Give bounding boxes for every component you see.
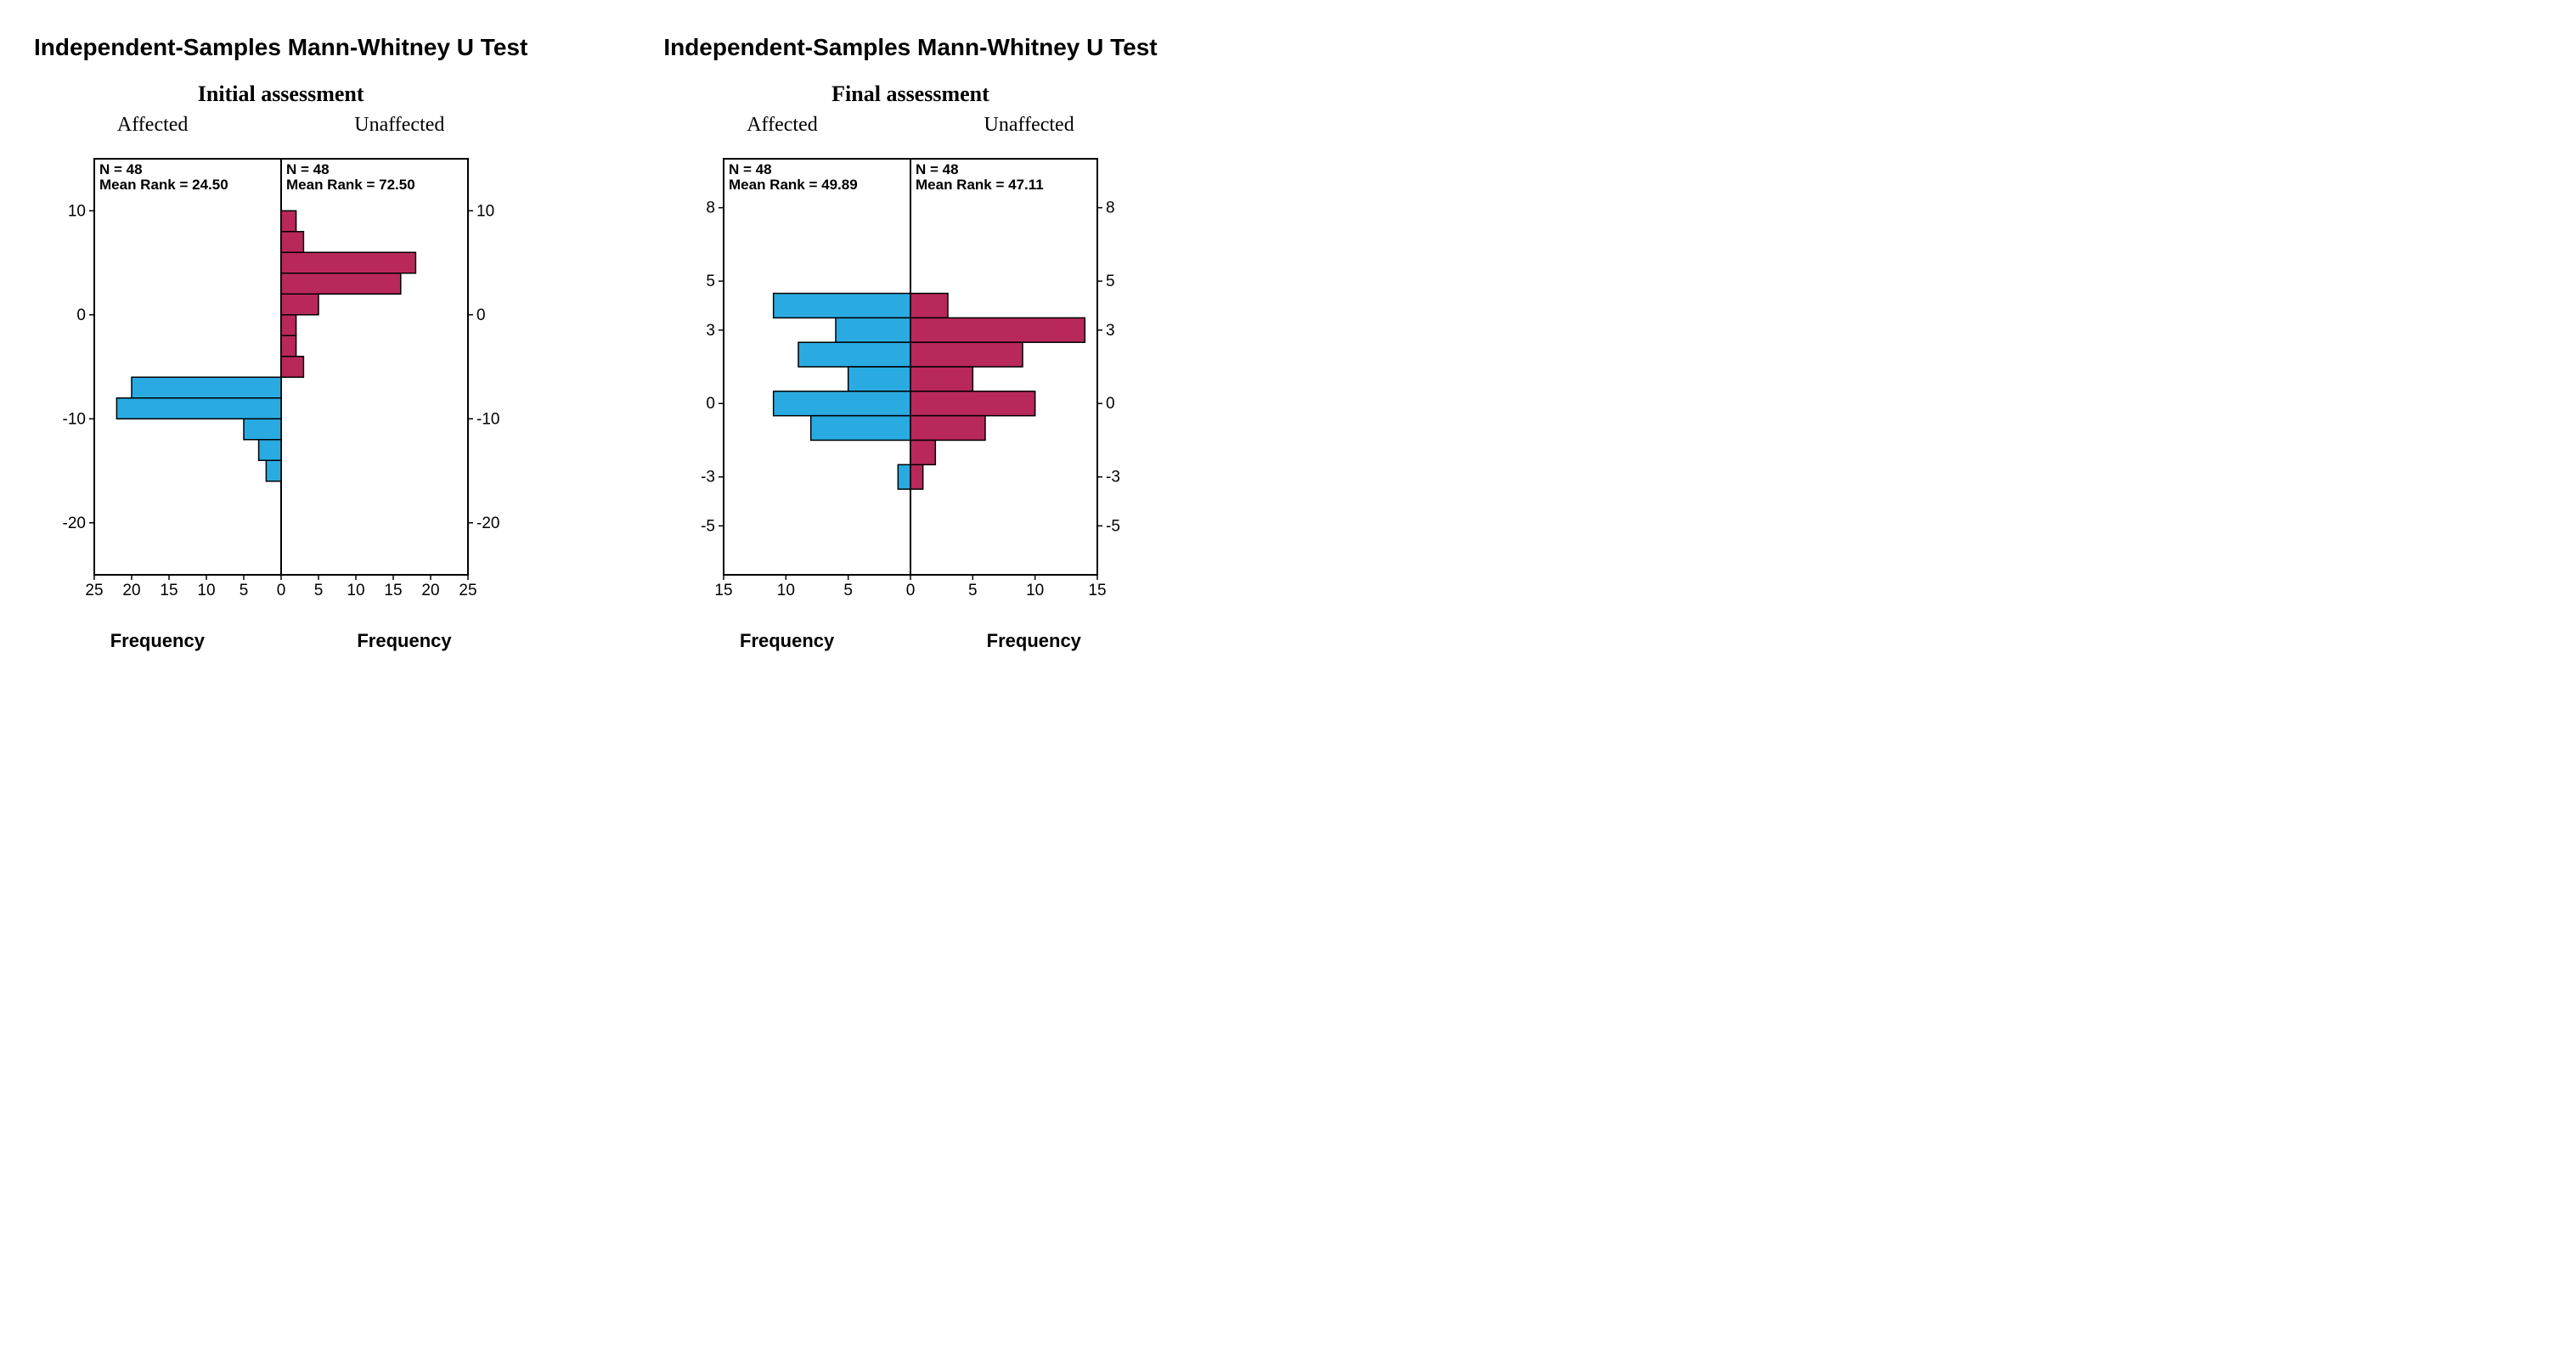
- xlabel-right-left: Frequency: [740, 630, 834, 652]
- svg-text:0: 0: [1106, 395, 1115, 413]
- svg-text:25: 25: [85, 582, 103, 599]
- svg-text:8: 8: [706, 200, 715, 217]
- svg-text:-3: -3: [701, 469, 715, 487]
- svg-text:3: 3: [706, 322, 715, 340]
- chart-initial: 10 10 0 0 -10 -10 -20 -20 25 20 15 10 5 0 5 10 15 20 25 N =…: [43, 142, 519, 622]
- svg-text:10: 10: [68, 202, 86, 220]
- svg-text:-20: -20: [62, 515, 85, 532]
- svg-text:-5: -5: [1106, 517, 1120, 535]
- svg-final: 88553300-3-3-5-515105051015N = 48Mean Ra…: [673, 142, 1148, 617]
- label-affected-left: Affected: [117, 114, 189, 137]
- svg-text:N = 48: N = 48: [99, 161, 143, 177]
- page-root: Independent-Samples Mann-Whitney U Test …: [34, 34, 2542, 652]
- svg-text:25: 25: [459, 582, 476, 599]
- label-unaffected-right: Unaffected: [984, 114, 1074, 137]
- svg-text:10: 10: [476, 202, 494, 220]
- group-labels-left: Affected Unaffected: [34, 114, 527, 137]
- svg-text:Mean Rank = 49.89: Mean Rank = 49.89: [729, 177, 858, 193]
- svg-text:5: 5: [1106, 273, 1115, 290]
- svg-text:0: 0: [906, 582, 916, 599]
- svg-text:10: 10: [1026, 582, 1044, 599]
- svg-text:-3: -3: [1106, 469, 1120, 487]
- panel-final: Independent-Samples Mann-Whitney U Test …: [663, 34, 1157, 652]
- svg-text:8: 8: [1106, 200, 1115, 217]
- svg-text:-5: -5: [701, 517, 715, 535]
- chart-final: 88553300-3-3-5-515105051015N = 48Mean Ra…: [673, 142, 1148, 622]
- title-left: Independent-Samples Mann-Whitney U Test: [34, 34, 527, 61]
- svg-text:-10: -10: [62, 410, 85, 428]
- svg-text:15: 15: [1088, 582, 1106, 599]
- svg-text:3: 3: [1106, 322, 1115, 340]
- svg-text:0: 0: [706, 395, 715, 413]
- xlabel-right-right: Frequency: [987, 630, 1081, 652]
- svg-text:10: 10: [197, 582, 215, 599]
- svg-text:20: 20: [122, 582, 140, 599]
- svg-text:5: 5: [313, 582, 323, 599]
- svg-text:5: 5: [239, 582, 248, 599]
- xlabel-left-left: Frequency: [110, 630, 205, 652]
- svg-text:10: 10: [777, 582, 795, 599]
- svg-text:Mean Rank = 72.50: Mean Rank = 72.50: [286, 177, 415, 193]
- svg-text:Mean Rank = 47.11: Mean Rank = 47.11: [916, 177, 1044, 193]
- xlabels-left: Frequency Frequency: [34, 630, 527, 652]
- svg-text:-10: -10: [476, 410, 499, 428]
- svg-text:N = 48: N = 48: [916, 161, 959, 177]
- svg-text:15: 15: [714, 582, 732, 599]
- group-labels-right: Affected Unaffected: [663, 114, 1157, 137]
- svg-text:N = 48: N = 48: [286, 161, 330, 177]
- svg-text:0: 0: [76, 307, 86, 324]
- subtitle-left: Initial assessment: [198, 82, 364, 107]
- svg-text:20: 20: [421, 582, 439, 599]
- label-affected-right: Affected: [747, 114, 818, 137]
- subtitle-right: Final assessment: [831, 82, 989, 107]
- xlabels-right: Frequency Frequency: [663, 630, 1157, 652]
- svg-text:Mean Rank = 24.50: Mean Rank = 24.50: [99, 177, 228, 193]
- svg-text:5: 5: [843, 582, 853, 599]
- svg-text:0: 0: [476, 307, 486, 324]
- svg-text:5: 5: [706, 273, 715, 290]
- svg-text:10: 10: [347, 582, 364, 599]
- svg-initial: 10 10 0 0 -10 -10 -20 -20 25 20 15 10 5 0 5 10 15 20 25 N =…: [43, 142, 519, 617]
- svg-text:0: 0: [276, 582, 285, 599]
- label-unaffected-left: Unaffected: [354, 114, 444, 137]
- svg-text:15: 15: [160, 582, 178, 599]
- svg-text:5: 5: [968, 582, 978, 599]
- svg-text:N = 48: N = 48: [729, 161, 772, 177]
- svg-text:15: 15: [384, 582, 402, 599]
- xlabel-left-right: Frequency: [357, 630, 451, 652]
- panel-initial: Independent-Samples Mann-Whitney U Test …: [34, 34, 527, 652]
- svg-text:-20: -20: [476, 515, 499, 532]
- title-right: Independent-Samples Mann-Whitney U Test: [663, 34, 1157, 61]
